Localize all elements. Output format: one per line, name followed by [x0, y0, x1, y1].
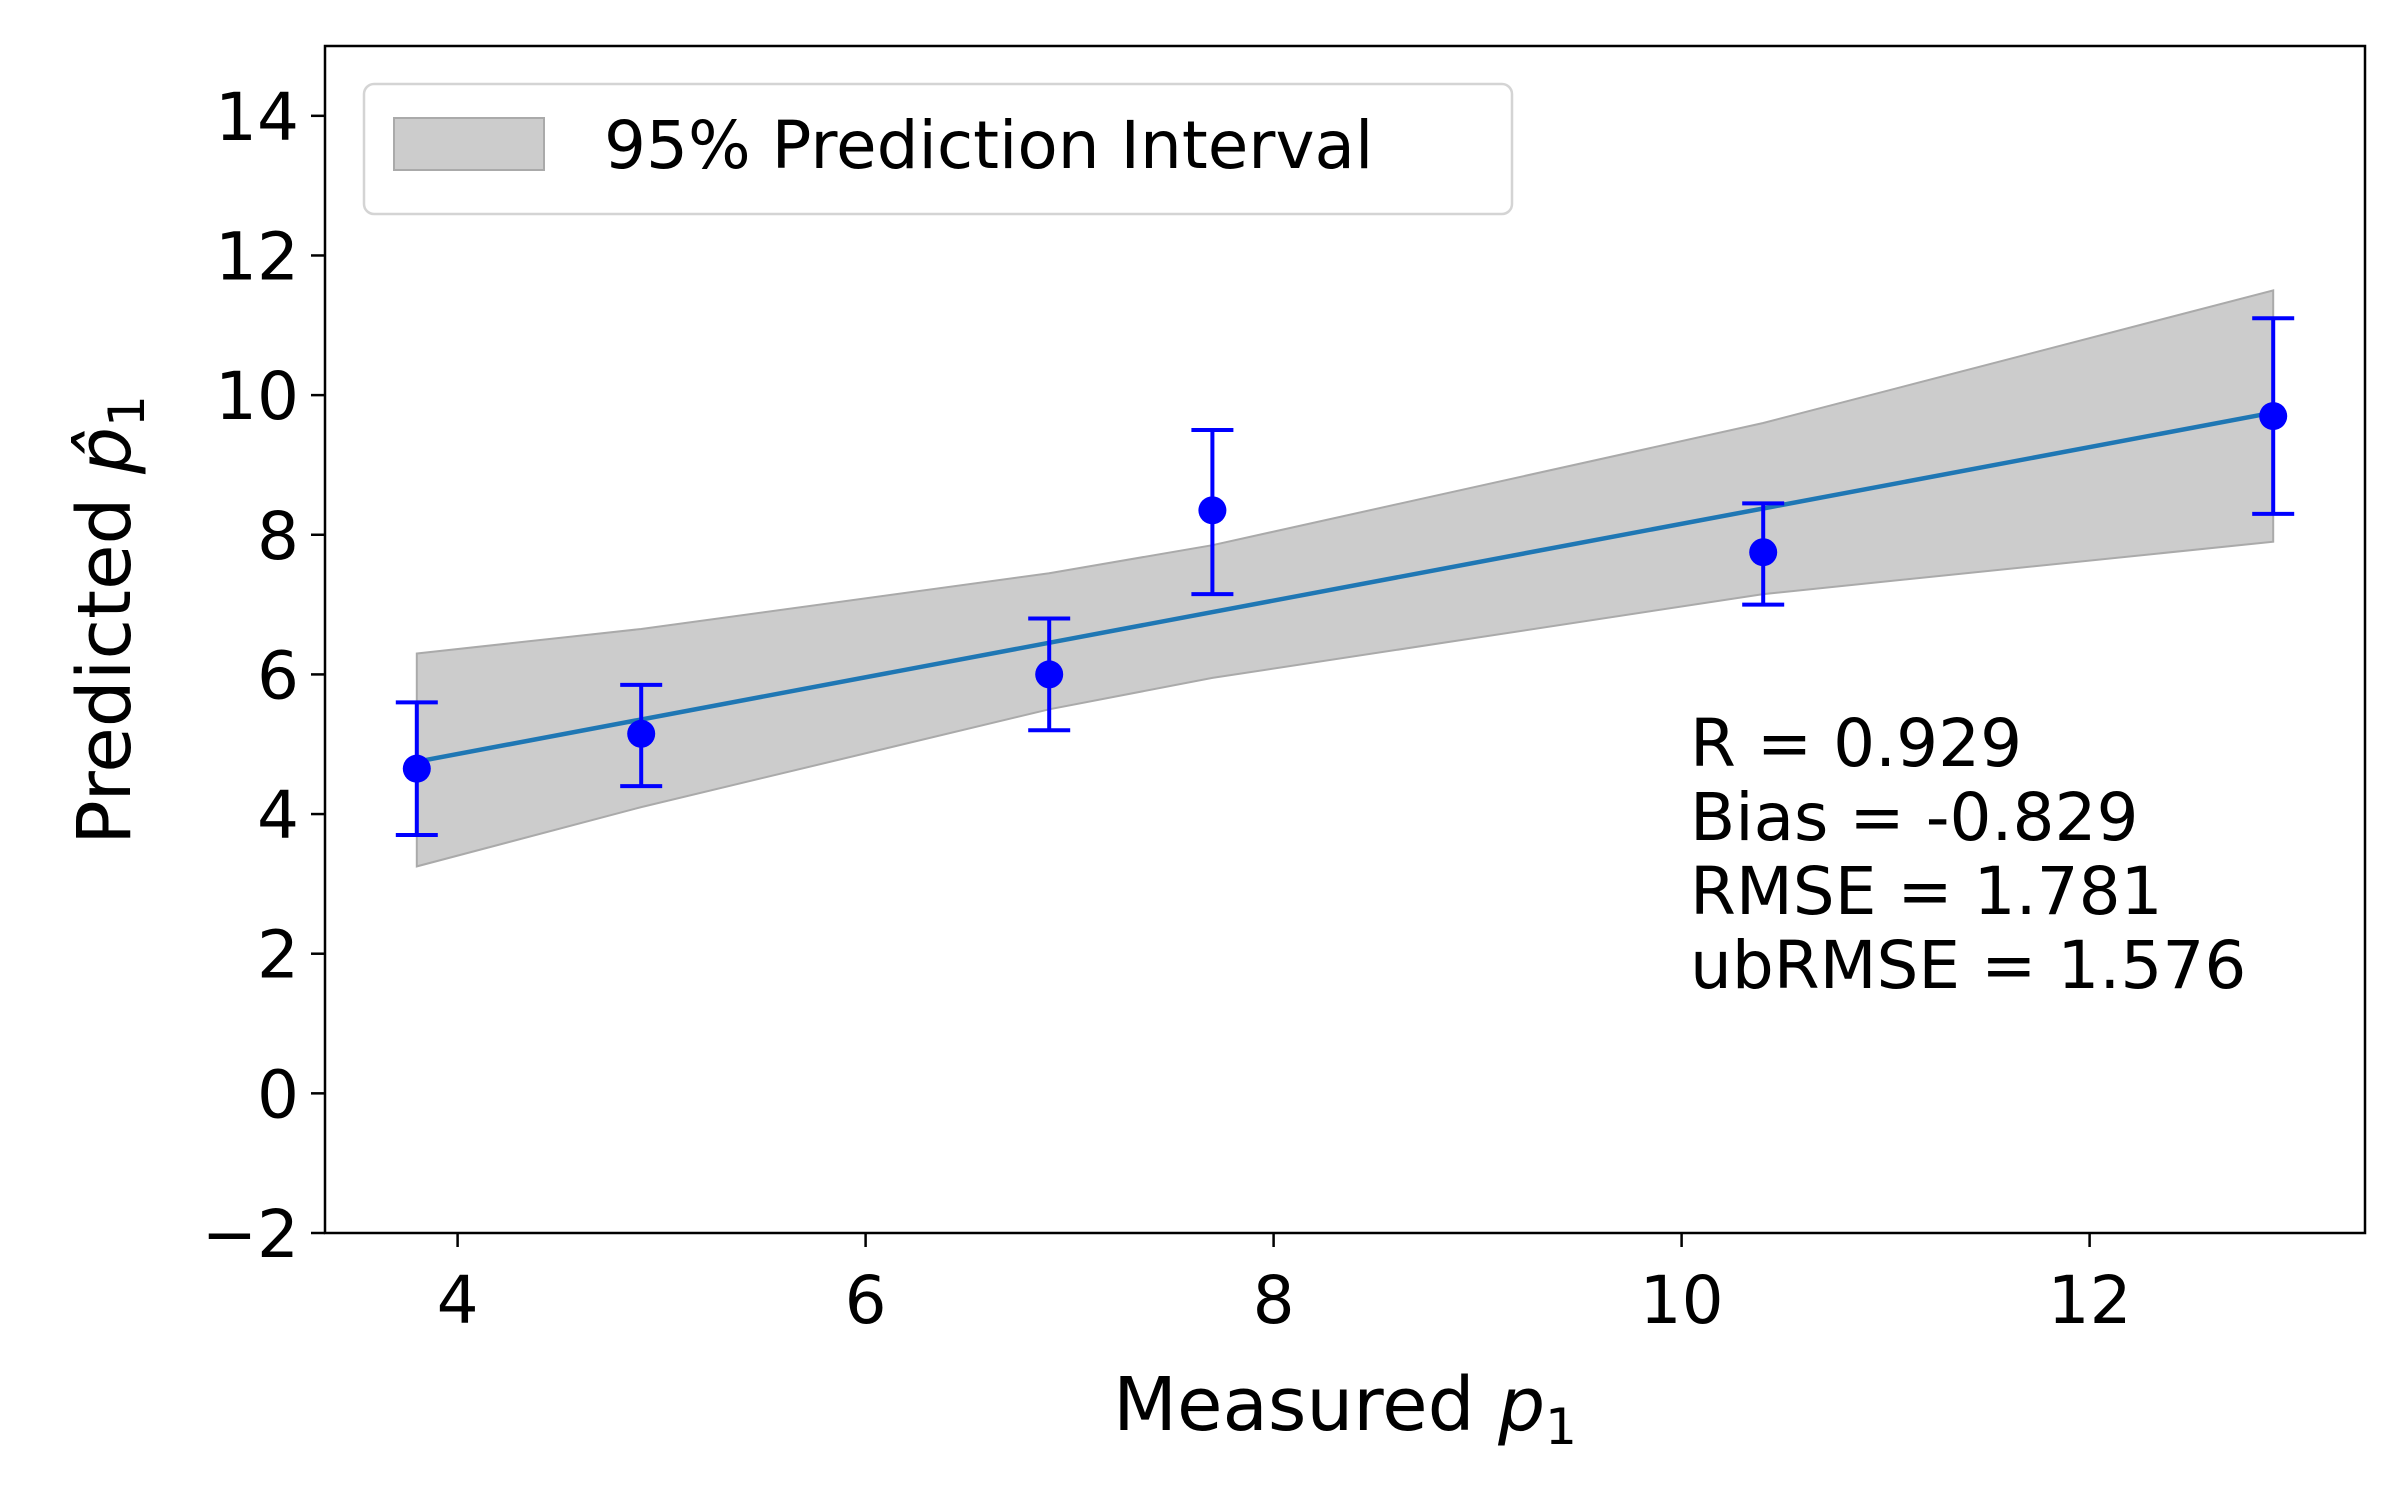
- x-tick-label: 12: [2048, 1262, 2132, 1339]
- x-tick-label: 6: [845, 1262, 887, 1339]
- y-tick-label: 2: [257, 917, 299, 994]
- stat-rmse: RMSE = 1.781: [1690, 853, 2163, 930]
- data-point-4: [1191, 428, 1234, 597]
- x-axis-label-subscript: 1: [1545, 1398, 1577, 1456]
- x-axis-ticks: 4 6 8 10 12: [437, 1233, 2132, 1339]
- x-axis-label-text: Measured: [1113, 1362, 1474, 1448]
- regression-line: [416, 410, 2274, 764]
- y-tick-label: 10: [215, 358, 299, 435]
- legend: 95% Prediction Interval: [362, 82, 1514, 216]
- y-tick-label: 4: [257, 777, 299, 854]
- y-tick-label: 8: [257, 498, 299, 575]
- point-marker: [1749, 538, 1778, 567]
- x-axis-label: Measured p1: [1113, 1362, 1577, 1456]
- plot-frame: [323, 44, 2367, 1235]
- stat-bias: Bias = -0.829: [1690, 779, 2138, 856]
- stats-annotation: R = 0.929 Bias = -0.829 RMSE = 1.781 ubR…: [1690, 705, 2246, 1004]
- data-point-6: [2252, 316, 2295, 516]
- stat-ubrmse: ubRMSE = 1.576: [1690, 927, 2246, 1004]
- point-marker: [402, 754, 431, 783]
- x-tick-label: 8: [1253, 1262, 1295, 1339]
- y-axis-label-symbol: p̂: [62, 427, 148, 475]
- y-axis-label-text: Predicted: [62, 497, 148, 844]
- point-marker: [1035, 660, 1064, 689]
- stat-r: R = 0.929: [1690, 705, 2022, 782]
- data-point-1: [395, 700, 438, 838]
- prediction-interval-band: [415, 289, 2275, 868]
- legend-box: [362, 82, 1514, 216]
- x-tick-label: 10: [1640, 1262, 1724, 1339]
- point-marker: [1198, 496, 1227, 525]
- point-marker: [627, 719, 656, 748]
- x-axis-label-symbol: p: [1497, 1362, 1545, 1448]
- y-tick-label: 0: [257, 1056, 299, 1133]
- y-tick-label: 14: [215, 79, 299, 156]
- y-tick-label: −2: [202, 1196, 299, 1273]
- x-tick-label: 4: [437, 1262, 479, 1339]
- data-points: [395, 316, 2295, 838]
- data-point-3: [1028, 616, 1071, 733]
- legend-label: 95% Prediction Interval: [604, 107, 1373, 184]
- y-axis-label: Predicted p̂1: [62, 395, 156, 845]
- point-marker: [2259, 402, 2288, 431]
- data-point-5: [1742, 501, 1785, 607]
- legend-swatch: [393, 117, 545, 171]
- y-axis-ticks: −2 0 2 4 6 8 10 12 14: [202, 79, 325, 1273]
- y-tick-label: 6: [257, 637, 299, 714]
- y-axis-label-subscript: 1: [98, 395, 156, 427]
- y-tick-label: 12: [215, 218, 299, 295]
- data-point-2: [620, 682, 663, 789]
